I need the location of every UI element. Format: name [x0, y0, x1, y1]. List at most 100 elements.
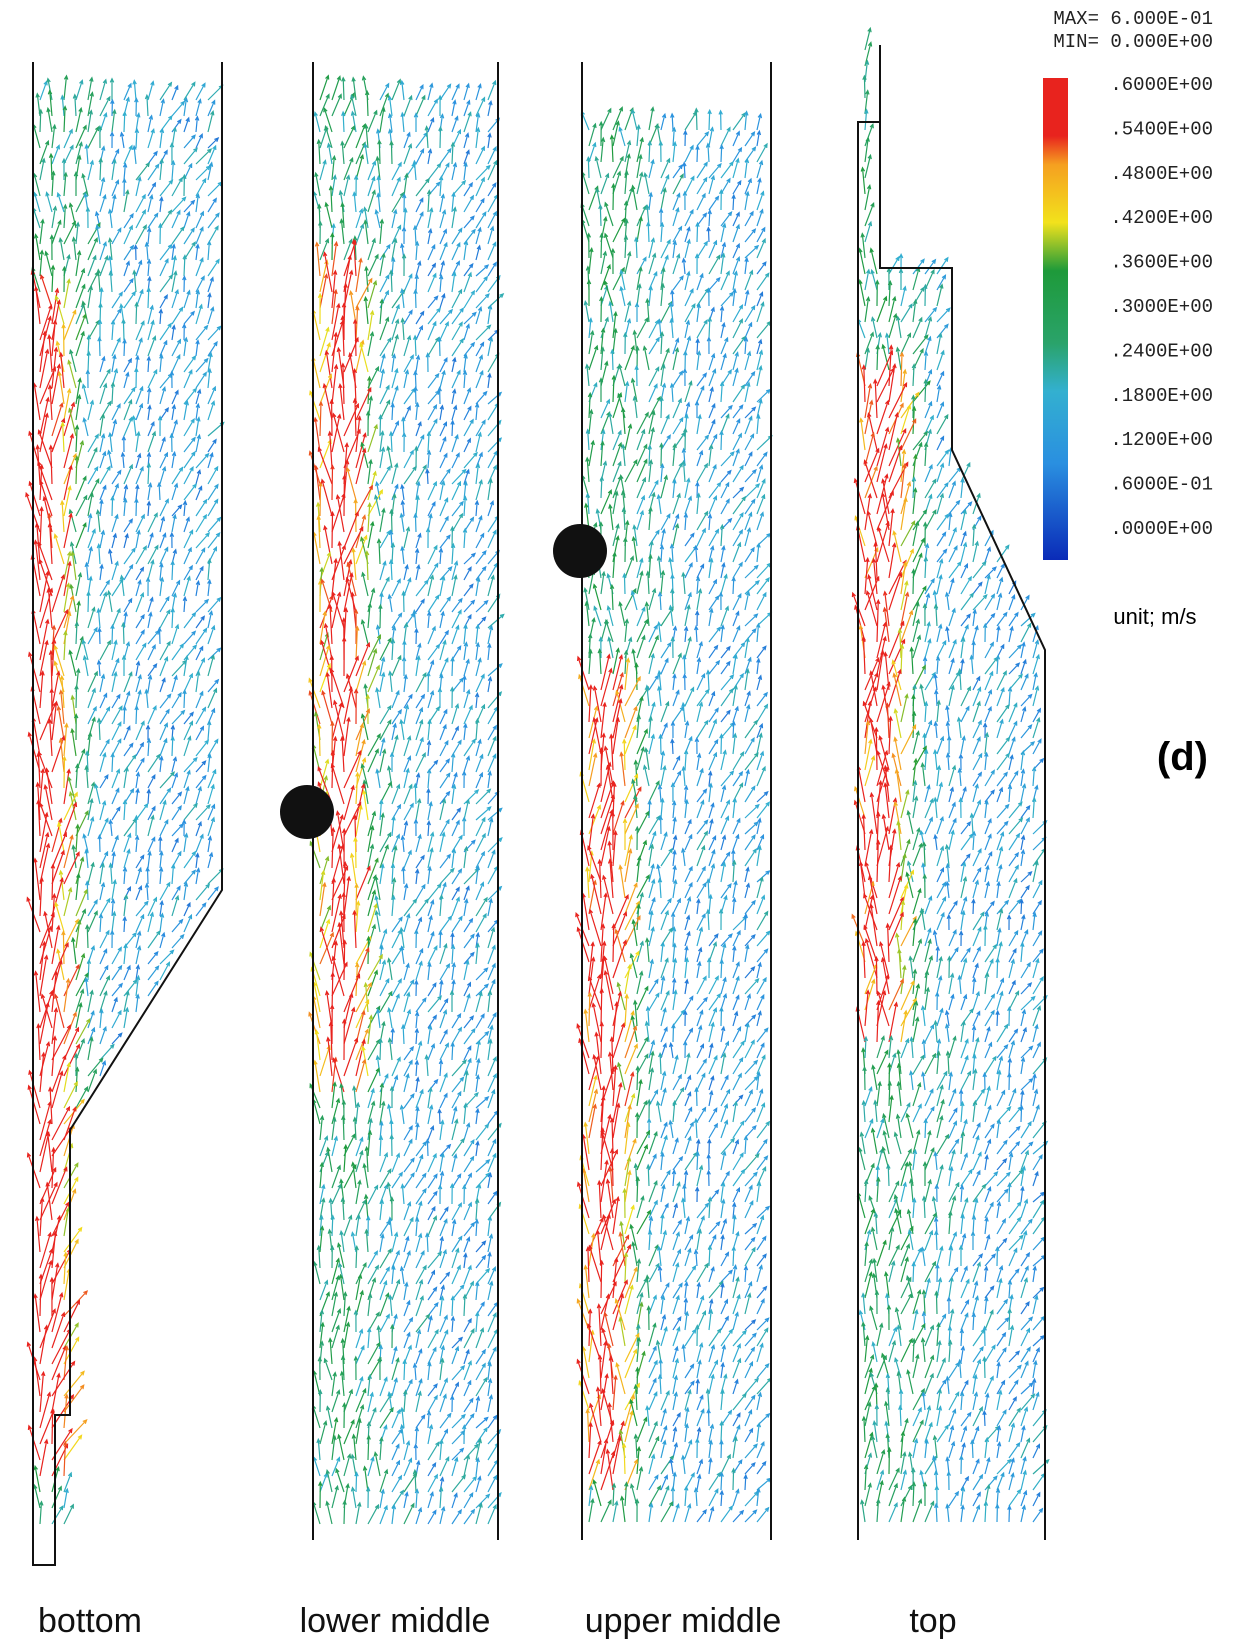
velocity-vector: [452, 85, 459, 101]
velocity-vector: [76, 223, 79, 244]
velocity-vector: [660, 332, 664, 354]
velocity-vector: [1021, 1010, 1026, 1026]
velocity-vector: [697, 1166, 703, 1186]
velocity-vector: [88, 672, 97, 692]
velocity-vector: [402, 868, 406, 885]
velocity-vector: [949, 1167, 953, 1186]
velocity-vector: [160, 197, 163, 212]
velocity-vector: [709, 1076, 714, 1090]
velocity-vector: [757, 273, 769, 290]
velocity-vector: [972, 641, 975, 658]
velocity-vector: [697, 373, 706, 386]
velocity-vector: [440, 1044, 448, 1061]
velocity-vector: [401, 547, 404, 564]
velocity-vector: [658, 786, 661, 803]
velocity-vector: [112, 852, 115, 868]
velocity-vector: [600, 477, 603, 498]
velocity-vector: [52, 172, 56, 196]
velocity-vector: [646, 686, 649, 706]
velocity-vector: [925, 897, 932, 914]
velocity-vector: [961, 1413, 971, 1426]
velocity-vector: [697, 998, 707, 1010]
velocity-vector: [894, 1133, 901, 1154]
velocity-vector: [148, 82, 154, 100]
velocity-vector: [745, 1186, 752, 1202]
velocity-vector: [1021, 1028, 1026, 1042]
velocity-vector: [721, 1090, 730, 1106]
velocity-vector: [76, 315, 86, 340]
velocity-vector: [488, 1074, 496, 1092]
velocity-vector: [464, 84, 469, 100]
velocity-vector: [684, 514, 687, 530]
velocity-vector: [136, 225, 146, 244]
velocity-vector: [1033, 655, 1039, 674]
velocity-vector: [649, 816, 660, 834]
velocity-vector: [613, 1104, 620, 1138]
velocity-vector: [320, 1421, 327, 1444]
velocity-vector: [476, 325, 490, 340]
velocity-vector: [476, 578, 480, 596]
velocity-vector: [464, 643, 468, 660]
velocity-vector: [440, 773, 450, 788]
velocity-vector: [1033, 1361, 1037, 1378]
velocity-vector: [159, 837, 162, 852]
velocity-vector: [34, 859, 40, 900]
velocity-vector: [984, 1502, 988, 1522]
velocity-vector: [64, 1301, 79, 1332]
velocity-vector: [404, 1010, 410, 1028]
velocity-vector: [909, 957, 913, 978]
velocity-vector: [649, 508, 652, 530]
velocity-vector: [721, 1220, 726, 1235]
velocity-vector: [913, 1408, 921, 1426]
velocity-vector: [1033, 1090, 1038, 1106]
velocity-vector: [208, 518, 220, 532]
velocity-vector: [464, 1203, 471, 1220]
velocity-vector: [172, 693, 181, 708]
velocity-vector: [476, 356, 482, 373]
velocity-vector: [380, 509, 385, 532]
velocity-vector: [997, 992, 1003, 1010]
velocity-vector: [476, 818, 485, 836]
velocity-vector: [100, 531, 105, 548]
velocity-vector: [83, 835, 88, 853]
velocity-vector: [1009, 1490, 1021, 1506]
velocity-vector: [685, 932, 690, 946]
velocity-vector: [148, 676, 152, 692]
velocity-vector: [1021, 983, 1031, 994]
velocity-vector: [366, 91, 369, 116]
velocity-vector: [709, 1267, 714, 1282]
velocity-vector: [464, 757, 470, 773]
velocity-vector: [898, 950, 901, 978]
velocity-vector: [392, 1154, 399, 1172]
velocity-vector: [414, 336, 417, 356]
velocity-vector: [464, 1223, 474, 1236]
velocity-vector: [428, 1026, 432, 1044]
velocity-vector: [392, 464, 398, 484]
velocity-vector: [136, 195, 145, 212]
velocity-vector: [379, 1039, 382, 1060]
velocity-vector: [720, 1491, 723, 1506]
velocity-vector: [416, 835, 421, 852]
velocity-vector: [733, 1012, 738, 1026]
velocity-vector: [957, 718, 961, 738]
velocity-vector: [401, 319, 404, 340]
velocity-vector: [440, 710, 447, 724]
velocity-vector: [733, 1170, 745, 1186]
velocity-vector: [389, 672, 392, 692]
velocity-vector: [660, 444, 663, 466]
velocity-vector: [757, 1254, 766, 1266]
velocity-vector: [402, 228, 405, 244]
velocity-vector: [925, 1374, 933, 1394]
velocity-vector: [757, 1182, 761, 1202]
velocity-vector: [343, 1501, 346, 1524]
velocity-vector: [1033, 913, 1036, 930]
velocity-vector: [697, 1011, 703, 1026]
velocity-vector: [488, 183, 496, 196]
velocity-vector: [1021, 1394, 1034, 1410]
velocity-vector: [985, 733, 989, 754]
velocity-vector: [696, 223, 699, 242]
velocity-vector: [636, 827, 639, 850]
velocity-vector: [354, 838, 358, 868]
velocity-vector: [961, 1170, 972, 1186]
velocity-vector: [973, 947, 980, 962]
